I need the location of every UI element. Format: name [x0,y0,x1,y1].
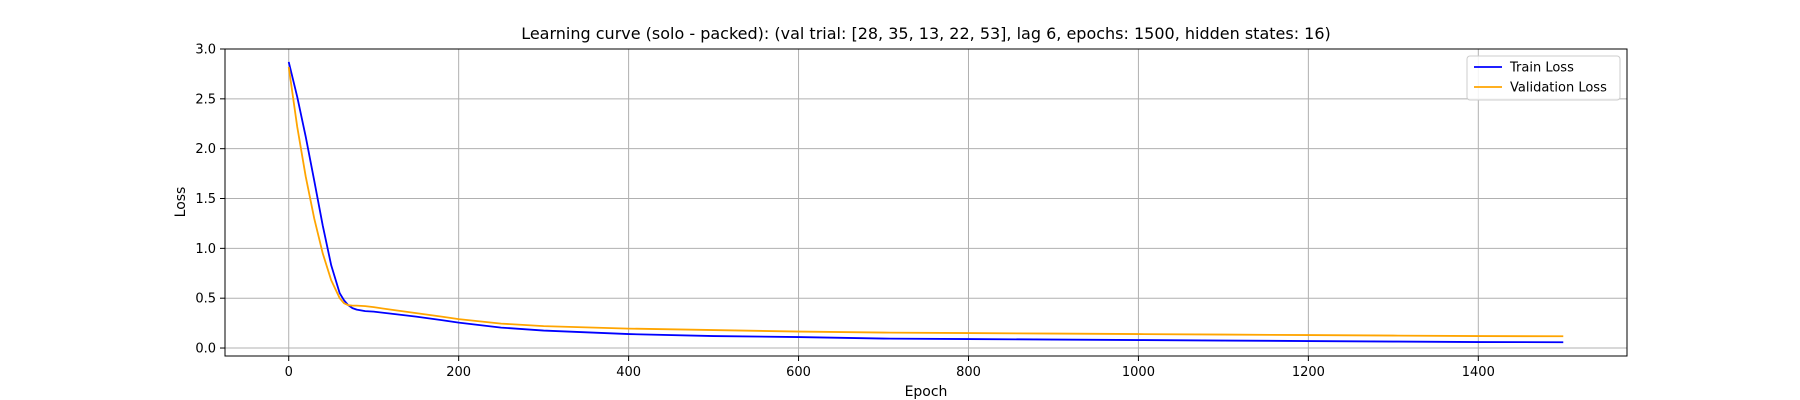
y-tick-label: 1.5 [195,192,216,207]
series-line-2 [287,66,1564,338]
x-tick-label: 800 [956,365,981,380]
legend-label-2: Validation Loss [1510,81,1607,96]
x-tick-label: 600 [786,365,811,380]
x-tick-label: 0 [285,365,293,380]
x-tick-label: 400 [616,365,641,380]
y-tick-label: 0.0 [195,342,216,357]
x-axis-label: Epoch [905,384,948,400]
y-tick-label: 0.5 [195,292,216,307]
y-axis-label: Loss [173,187,189,218]
tick-layer: 0 200 400 600 800 1000 1200 1400 0.0 0.5 1.0 1.5 2.0… [195,43,1495,381]
series-line-1 [287,61,1564,344]
grid-layer [225,48,1627,356]
chart-title: Learning curve (solo - packed): (val tri… [521,24,1331,43]
plot-frame [224,48,1628,357]
series-layer [287,61,1564,344]
x-tick-label: 1200 [1292,365,1325,380]
legend-box [1466,55,1621,101]
y-tick-label: 2.0 [195,142,216,157]
x-tick-label: 1000 [1122,365,1155,380]
x-tick-label: 1400 [1462,365,1495,380]
y-tick-label: 3.0 [195,43,216,58]
y-tick-label: 2.5 [195,92,216,107]
x-tick-label: 200 [446,365,471,380]
y-tick-label: 1.0 [195,242,216,257]
legend: Train Loss Validation Loss [1466,55,1621,101]
legend-label-1: Train Loss [1509,61,1574,76]
